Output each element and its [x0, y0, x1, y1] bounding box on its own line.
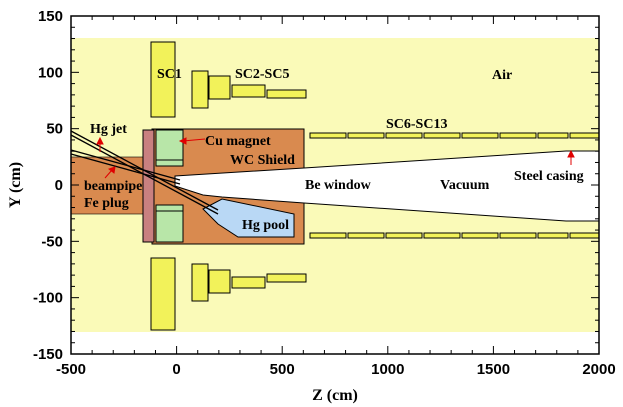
x-tick-label: 2000	[582, 361, 615, 378]
sc3-lower	[208, 269, 231, 294]
cu-magnet-upper	[155, 129, 184, 167]
x-tick-label: 1500	[477, 361, 510, 378]
label-sc2-sc5: SC2-SC5	[235, 67, 289, 82]
sc4-lower	[231, 276, 266, 289]
label-hg-pool: Hg pool	[242, 218, 289, 233]
annotation-arrows	[96, 136, 575, 179]
y-tick-label: 100	[38, 64, 63, 81]
x-tick-label: 0	[172, 361, 180, 378]
label-wc-shield: WC Shield	[230, 153, 295, 168]
sc6-sc13-upper	[309, 132, 600, 139]
sc3-upper	[208, 75, 231, 100]
y-tick-label: 0	[55, 177, 63, 194]
sc5-upper	[266, 89, 307, 99]
label-sc6-sc13: SC6-SC13	[386, 117, 447, 132]
y-tick-label: 150	[38, 8, 63, 25]
y-tick-label: -50	[41, 233, 63, 250]
x-tick-label: -500	[56, 361, 86, 378]
y-tick-label: 50	[46, 121, 63, 138]
sc4-upper	[231, 84, 266, 98]
sc2-lower	[191, 263, 209, 302]
label-beampipe: beampipe	[84, 179, 142, 194]
y-tick-label: -150	[33, 346, 63, 363]
x-tick-label: 500	[270, 361, 295, 378]
vacuum-channel	[174, 150, 600, 222]
label-steel-casing: Steel casing	[514, 169, 584, 184]
y-tick-label: -100	[33, 290, 63, 307]
y-axis-label: Y (cm)	[7, 162, 24, 208]
label-hg-jet: Hg jet	[90, 122, 127, 137]
beampipe-line-1	[70, 149, 181, 181]
sc1-lower	[150, 257, 176, 331]
label-cu-magnet: Cu magnet	[205, 134, 271, 149]
sc1-upper	[150, 41, 176, 118]
sc5-lower	[266, 273, 307, 283]
sc2-upper	[191, 70, 209, 109]
x-axis-label: Z (cm)	[312, 387, 358, 404]
label-fe-plug: Fe plug	[84, 196, 129, 211]
hg-pool	[202, 198, 295, 238]
sc6-sc13-lower	[309, 232, 600, 239]
beampipe-line-2	[70, 153, 181, 185]
x-tick-label: 1000	[371, 361, 404, 378]
label-be-window: Be window	[305, 178, 372, 193]
fe-plug-flange	[142, 129, 155, 243]
label-air: Air	[492, 68, 512, 83]
label-sc1: SC1	[157, 67, 182, 82]
label-vacuum: Vacuum	[440, 178, 490, 193]
